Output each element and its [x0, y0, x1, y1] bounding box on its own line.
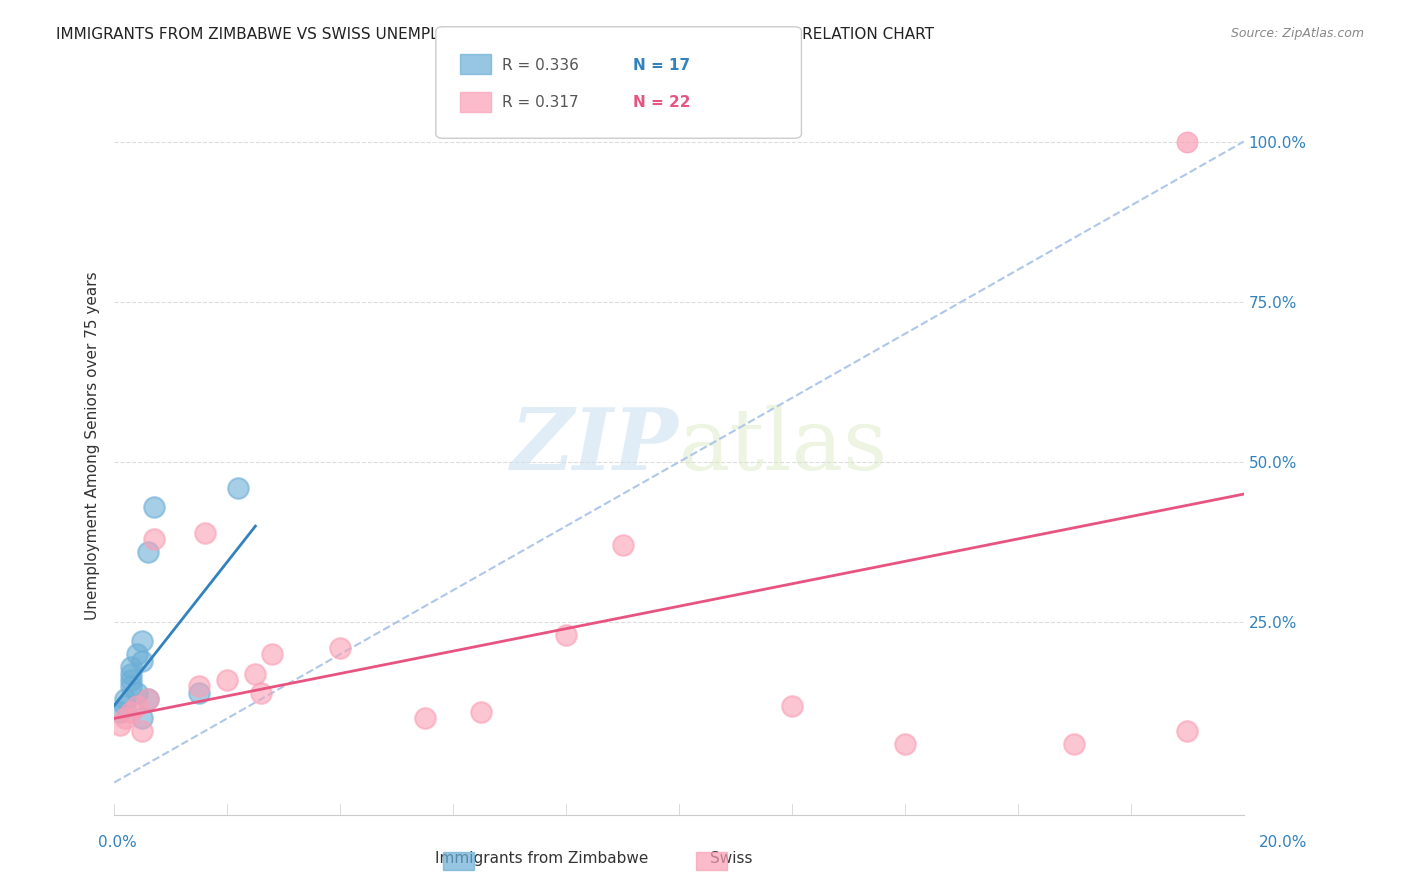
Text: N = 22: N = 22: [633, 95, 690, 111]
Point: [217, 673, 239, 687]
Point: [1175, 724, 1198, 739]
Point: [612, 538, 634, 552]
Point: [470, 705, 492, 719]
Text: Swiss: Swiss: [710, 851, 752, 865]
Point: [136, 545, 159, 559]
Text: N = 17: N = 17: [633, 58, 690, 73]
Y-axis label: Unemployment Among Seniors over 75 years: Unemployment Among Seniors over 75 years: [86, 272, 100, 620]
Point: [245, 666, 267, 681]
Point: [125, 698, 148, 713]
Point: [329, 640, 352, 655]
Point: [131, 654, 153, 668]
Text: atlas: atlas: [679, 404, 889, 488]
Point: [131, 724, 153, 739]
Point: [120, 673, 142, 687]
Point: [193, 525, 215, 540]
Point: [187, 686, 209, 700]
Text: Immigrants from Zimbabwe: Immigrants from Zimbabwe: [434, 851, 648, 865]
Point: [413, 711, 436, 725]
Point: [120, 679, 142, 693]
Point: [131, 634, 153, 648]
Point: [114, 692, 136, 706]
Point: [1175, 135, 1198, 149]
Text: IMMIGRANTS FROM ZIMBABWE VS SWISS UNEMPLOYMENT AMONG SENIORS OVER 75 YEARS CORRE: IMMIGRANTS FROM ZIMBABWE VS SWISS UNEMPL…: [56, 27, 934, 42]
Point: [108, 705, 131, 719]
Point: [142, 532, 165, 546]
Point: [120, 666, 142, 681]
Point: [262, 648, 284, 662]
Point: [555, 628, 578, 642]
Text: R = 0.317: R = 0.317: [502, 95, 578, 111]
Text: ZIP: ZIP: [512, 404, 679, 488]
Point: [228, 481, 250, 495]
Point: [142, 500, 165, 514]
Text: Source: ZipAtlas.com: Source: ZipAtlas.com: [1230, 27, 1364, 40]
Text: 0.0%: 0.0%: [98, 836, 138, 850]
Point: [114, 711, 136, 725]
Point: [187, 679, 209, 693]
Text: 20.0%: 20.0%: [1260, 836, 1308, 850]
Point: [120, 705, 142, 719]
Text: R = 0.336: R = 0.336: [502, 58, 579, 73]
Point: [108, 718, 131, 732]
Point: [131, 711, 153, 725]
Point: [250, 686, 273, 700]
Point: [780, 698, 803, 713]
Point: [894, 737, 917, 751]
Point: [125, 686, 148, 700]
Point: [1063, 737, 1085, 751]
Point: [114, 698, 136, 713]
Point: [136, 692, 159, 706]
Point: [136, 692, 159, 706]
Point: [125, 648, 148, 662]
Point: [120, 660, 142, 674]
